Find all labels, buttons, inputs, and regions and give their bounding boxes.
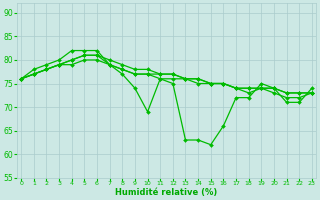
X-axis label: Humidité relative (%): Humidité relative (%) [116, 188, 218, 197]
